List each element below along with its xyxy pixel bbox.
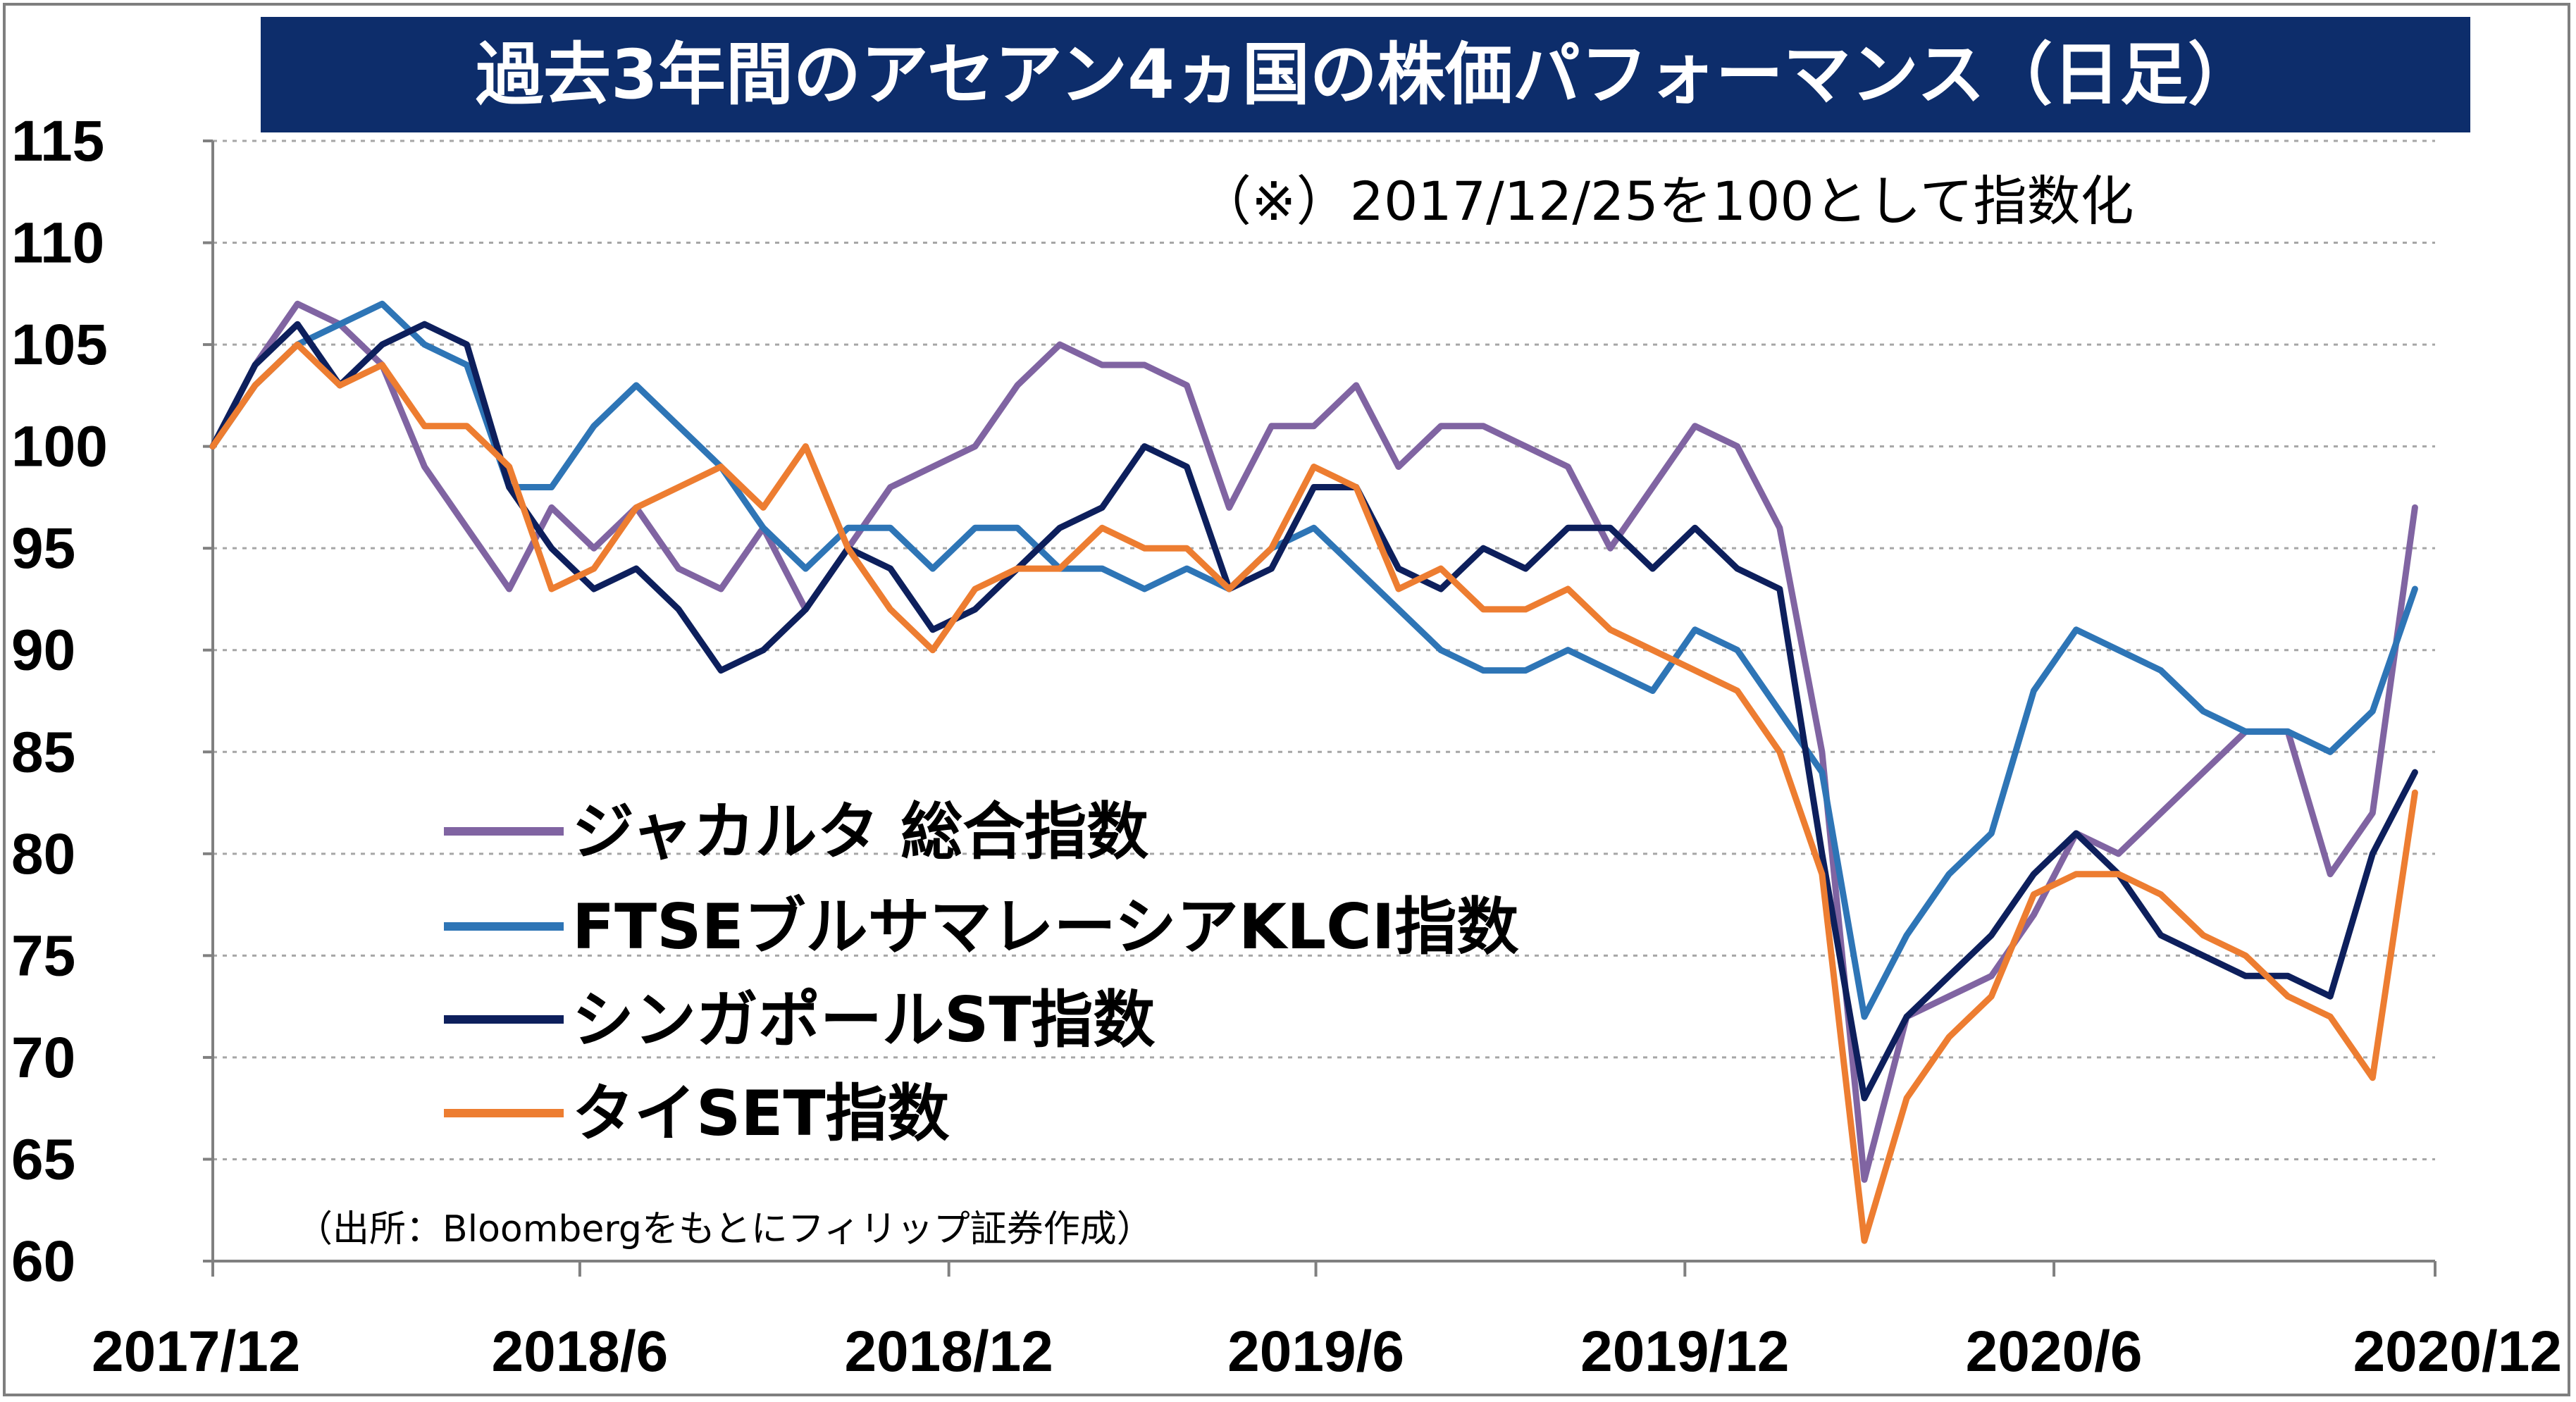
legend-label-3: シンガポールST指数 <box>572 984 1155 1056</box>
series-line-1 <box>209 300 2418 1183</box>
y-tick-label: 75 <box>11 924 75 988</box>
x-tick-label: 2017/12 <box>92 1320 300 1384</box>
legend-label-2: FTSEブルサマレーシアKLCI指数 <box>572 891 1518 963</box>
chart-title: 過去3年間のアセアン4ヵ国の株価パフォーマンス（日足） <box>476 35 2255 114</box>
y-tick-label: 80 <box>11 822 75 886</box>
y-tick-label: 95 <box>11 516 75 581</box>
series-line-3 <box>209 321 2418 1102</box>
x-axis-ticks: 2017/12 2018/6 2018/12 2019/6 2019/12 2020/6 2… <box>92 1261 2562 1384</box>
y-tick-label: 65 <box>11 1127 75 1191</box>
index-note: （※）2017/12/25を100として指数化 <box>1198 170 2134 232</box>
y-tick-label: 70 <box>11 1026 75 1090</box>
series-line-2 <box>209 300 2418 1020</box>
y-tick-label: 105 <box>11 313 108 377</box>
legend-label-4: タイSET指数 <box>572 1077 950 1150</box>
gridlines <box>213 139 2435 1160</box>
y-tick-label: 90 <box>11 619 75 683</box>
y-tick-label: 110 <box>11 211 104 275</box>
x-tick-label: 2020/6 <box>1966 1320 2143 1384</box>
title-banner <box>261 17 2470 132</box>
series-lines <box>209 300 2418 1244</box>
x-tick-label: 2020/12 <box>2353 1320 2562 1384</box>
y-tick-label: 85 <box>11 720 75 784</box>
axes <box>211 141 2435 1263</box>
y-tick-label: 60 <box>11 1229 75 1294</box>
y-tick-label: 115 <box>11 109 104 173</box>
y-tick-label: 100 <box>11 415 108 479</box>
x-tick-label: 2019/6 <box>1227 1320 1404 1384</box>
chart-frame <box>3 3 2570 1396</box>
legend-label-1: ジャカルタ 総合指数 <box>572 795 1148 868</box>
legend: ジャカルタ 総合指数 FTSEブルサマレーシアKLCI指数シンガポールST指数タイ… <box>444 795 1518 1150</box>
series-line-4 <box>209 341 2418 1244</box>
x-tick-label: 2018/6 <box>491 1320 668 1384</box>
y-axis-ticks: 115 110 105 100 95 90 85 80 75 70 65 60 <box>11 109 213 1294</box>
source-note: （出所：Bloombergをもとにフィリップ証券作成） <box>296 1208 1153 1251</box>
x-tick-label: 2019/12 <box>1580 1320 1789 1384</box>
x-tick-label: 2018/12 <box>844 1320 1053 1384</box>
